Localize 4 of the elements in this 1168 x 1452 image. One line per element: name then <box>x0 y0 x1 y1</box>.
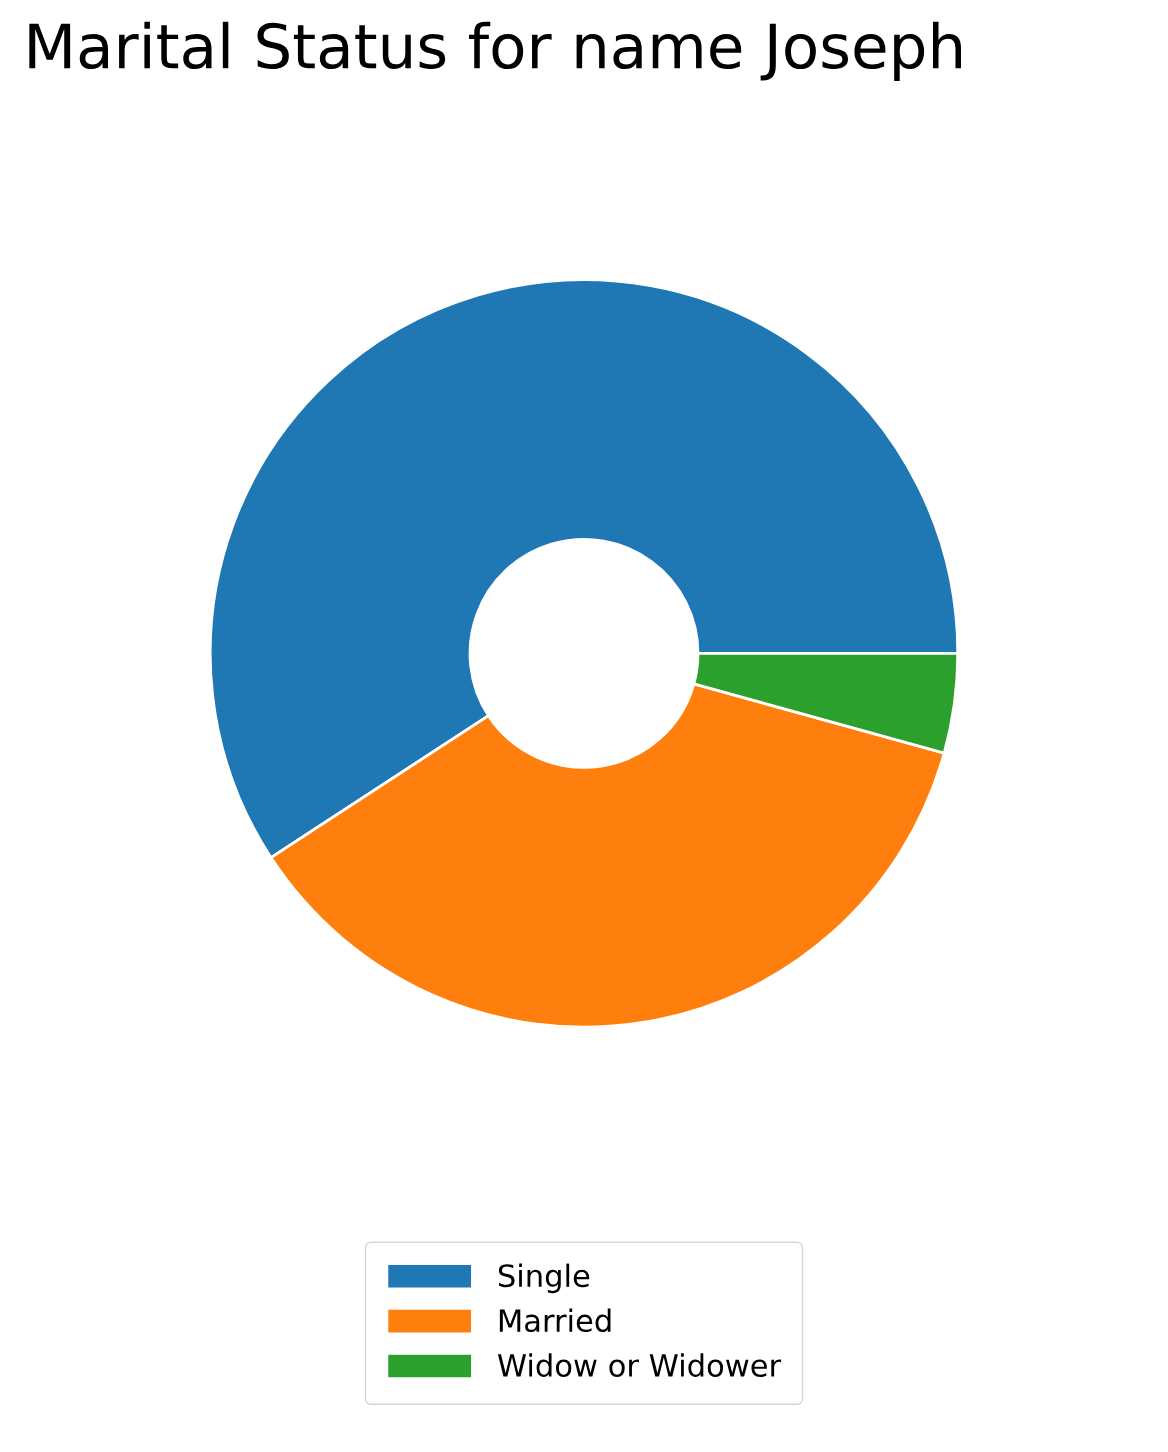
legend-label: Widow or Widower <box>497 1353 782 1377</box>
legend-label: Married <box>499 1308 611 1333</box>
legend-label: Single <box>498 1263 590 1294</box>
chart-title: Marital Status for name Joseph <box>29 21 961 81</box>
